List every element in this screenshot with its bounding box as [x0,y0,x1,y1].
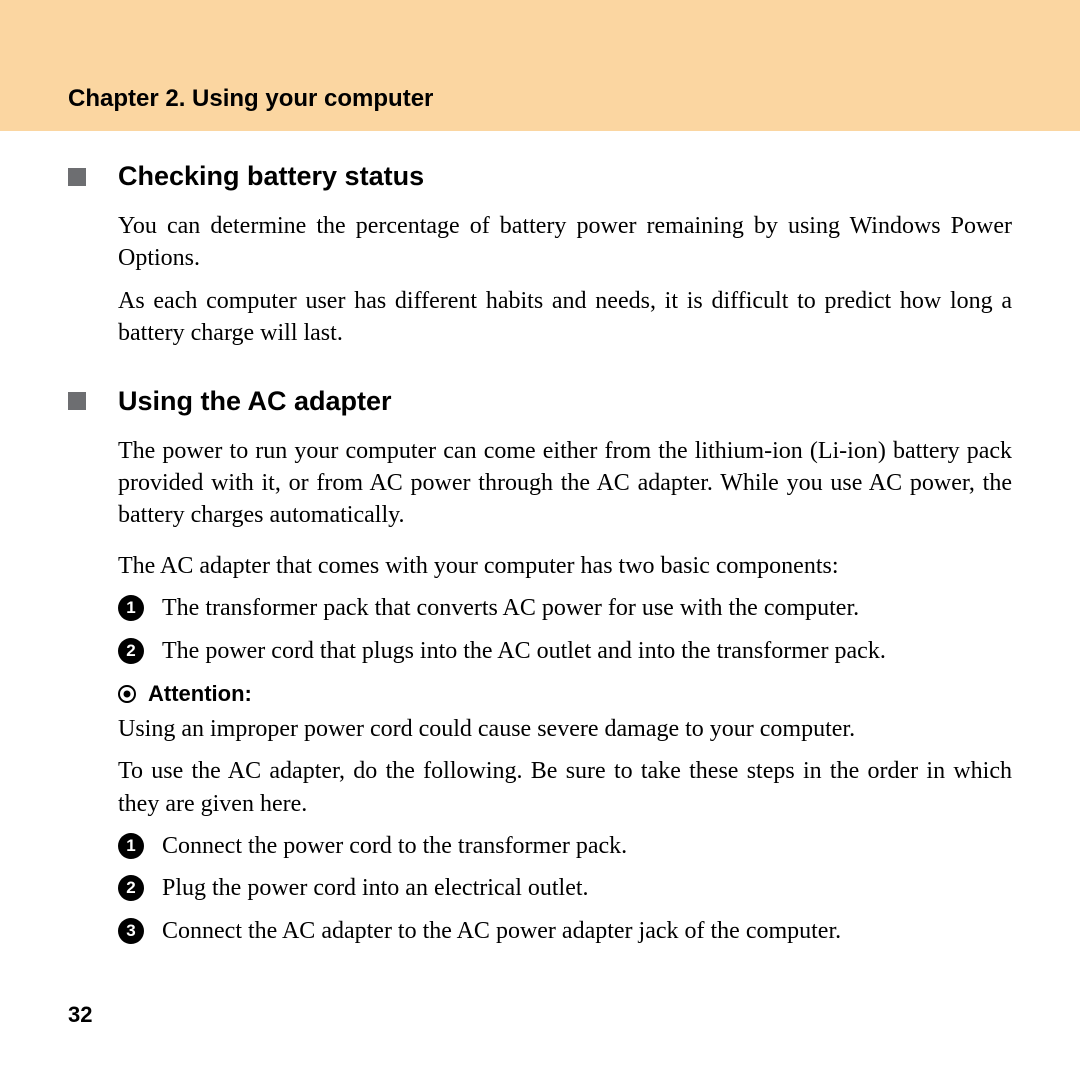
list-item-text: Plug the power cord into an electrical o… [162,872,1012,904]
section-ac-adapter: Using the AC adapter The power to run yo… [68,386,1012,948]
body-paragraph: As each computer user has different habi… [118,285,1012,350]
chapter-header-band: Chapter 2. Using your computer [0,0,1080,131]
section-heading: Checking battery status [68,161,1012,192]
list-item: 1 The transformer pack that converts AC … [118,592,1012,624]
attention-icon [118,685,136,703]
section-checking-battery: Checking battery status You can determin… [68,161,1012,350]
number-badge-icon: 1 [118,833,144,859]
page-number: 32 [68,1002,92,1028]
components-list: 1 The transformer pack that converts AC … [118,592,1012,667]
section-heading: Using the AC adapter [68,386,1012,417]
attention-label: Attention: [148,681,252,707]
attention-text: Using an improper power cord could cause… [118,713,1012,745]
square-bullet-icon [68,168,86,186]
chapter-title: Chapter 2. Using your computer [68,85,1080,113]
list-item-text: Connect the power cord to the transforme… [162,830,1012,862]
steps-list: 1 Connect the power cord to the transfor… [118,830,1012,947]
square-bullet-icon [68,392,86,410]
list-item: 2 Plug the power cord into an electrical… [118,872,1012,904]
body-paragraph: The AC adapter that comes with your comp… [118,550,1012,582]
number-badge-icon: 2 [118,875,144,901]
instructions-intro: To use the AC adapter, do the following.… [118,755,1012,820]
list-item-text: Connect the AC adapter to the AC power a… [162,915,1012,947]
attention-heading: Attention: [118,681,1012,707]
body-paragraph: The power to run your computer can come … [118,435,1012,532]
section-title: Checking battery status [118,161,424,192]
list-item: 2 The power cord that plugs into the AC … [118,635,1012,667]
number-badge-icon: 2 [118,638,144,664]
list-item-text: The power cord that plugs into the AC ou… [162,635,1012,667]
document-page: Chapter 2. Using your computer Checking … [0,0,1080,1080]
section-title: Using the AC adapter [118,386,392,417]
list-item-text: The transformer pack that converts AC po… [162,592,1012,624]
list-item: 3 Connect the AC adapter to the AC power… [118,915,1012,947]
number-badge-icon: 1 [118,595,144,621]
page-content: Checking battery status You can determin… [0,131,1080,947]
body-paragraph: You can determine the percentage of batt… [118,210,1012,275]
list-item: 1 Connect the power cord to the transfor… [118,830,1012,862]
number-badge-icon: 3 [118,918,144,944]
